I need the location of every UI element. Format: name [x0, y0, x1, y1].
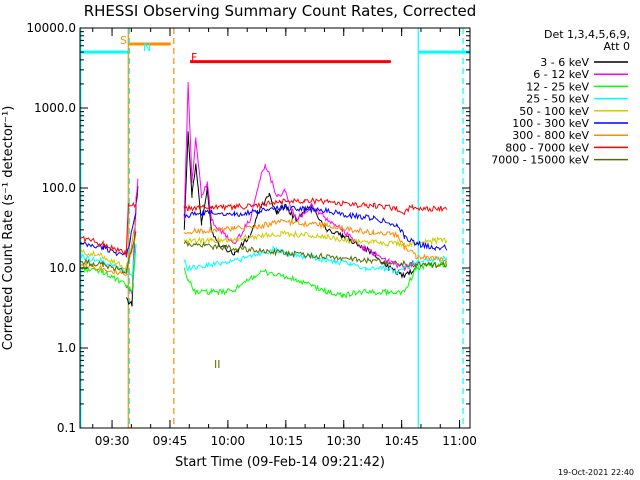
series-line-5 [79, 204, 448, 258]
y-tick-label-1: 1.0 [57, 341, 76, 355]
y-tick-label-0: 0.1 [57, 421, 76, 435]
legend-header-line2: Att 0 [604, 40, 630, 53]
series-line-1 [125, 81, 417, 295]
y-axis-label: Corrected Count Rate (s⁻¹ detector⁻¹) [1, 106, 16, 351]
axes-layer: 0.1 1.0 10.0 100.0 1000.0 10000.0 09:30 09:45 10… [26, 21, 476, 448]
legend-label-1: 6 - 12 keV [533, 68, 589, 81]
legend-label-4: 50 - 100 keV [519, 105, 589, 118]
legend-label-8: 7000 - 15000 keV [491, 154, 589, 167]
series-line-2 [79, 244, 448, 300]
x-tick-label-5: 10:45 [384, 434, 419, 448]
plot-frame [79, 27, 471, 429]
series-line-4 [79, 230, 448, 270]
x-tick-label-3: 10:15 [269, 434, 304, 448]
x-tick-label-1: 09:45 [153, 434, 188, 448]
footer-timestamp: 19-Oct-2021 22:40 [558, 468, 634, 477]
y-tick-label-3: 100.0 [42, 181, 76, 195]
legend-label-0: 3 - 6 keV [540, 56, 589, 69]
annotation-ii: II [214, 358, 221, 371]
annotation-n: N [143, 41, 151, 54]
x-tick-label-6: 11:00 [442, 434, 477, 448]
x-tick-label-2: 10:00 [211, 434, 246, 448]
series-line-8 [79, 231, 448, 274]
y-tick-label-4: 1000.0 [34, 101, 76, 115]
y-tick-label-5: 10000.0 [26, 21, 76, 35]
y-tick-label-2: 10.0 [49, 261, 76, 275]
legend-label-2: 12 - 25 keV [526, 80, 589, 93]
chart-data-layer: S N F II [79, 28, 470, 428]
series-line-3 [79, 243, 448, 277]
legend-label-5: 100 - 300 keV [512, 117, 589, 130]
x-axis-label: Start Time (09-Feb-14 09:21:42) [175, 455, 385, 470]
annotation-f: F [191, 51, 197, 64]
legend-header-line1: Det 1,3,4,5,6,9, [544, 28, 630, 41]
legend-label-3: 25 - 50 keV [526, 93, 589, 106]
chart-title: RHESSI Observing Summary Count Rates, Co… [84, 2, 477, 20]
series-line-7 [79, 197, 448, 257]
annotation-s: S [120, 34, 127, 47]
x-tick-label-0: 09:30 [95, 434, 130, 448]
legend-label-7: 800 - 7000 keV [505, 141, 589, 154]
x-tick-label-4: 10:30 [326, 434, 361, 448]
legend-label-6: 300 - 800 keV [512, 129, 589, 142]
